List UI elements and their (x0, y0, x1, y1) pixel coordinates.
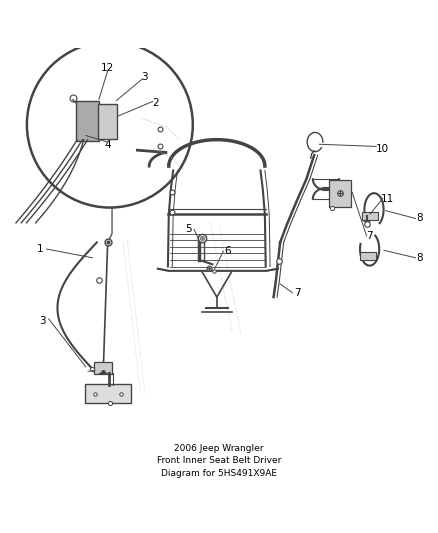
Text: 8: 8 (417, 253, 423, 263)
FancyBboxPatch shape (98, 103, 117, 139)
Text: 4: 4 (104, 140, 111, 150)
Text: 11: 11 (381, 194, 394, 204)
Text: 3: 3 (141, 71, 148, 82)
Text: 3: 3 (39, 316, 46, 326)
Text: 7: 7 (294, 288, 301, 298)
FancyBboxPatch shape (85, 384, 131, 403)
Text: 12: 12 (101, 63, 114, 73)
Text: 7: 7 (366, 231, 373, 241)
Text: 2: 2 (152, 98, 159, 108)
Text: 5: 5 (185, 224, 192, 235)
FancyBboxPatch shape (94, 362, 112, 374)
FancyBboxPatch shape (362, 212, 378, 220)
FancyBboxPatch shape (76, 101, 99, 141)
FancyBboxPatch shape (329, 180, 351, 207)
Text: 8: 8 (417, 214, 423, 223)
Text: 6: 6 (224, 246, 231, 256)
FancyBboxPatch shape (360, 252, 376, 260)
Text: 1: 1 (37, 244, 43, 254)
Text: 10: 10 (376, 143, 389, 154)
Text: 2006 Jeep Wrangler
Front Inner Seat Belt Driver
Diagram for 5HS491X9AE: 2006 Jeep Wrangler Front Inner Seat Belt… (157, 444, 281, 478)
